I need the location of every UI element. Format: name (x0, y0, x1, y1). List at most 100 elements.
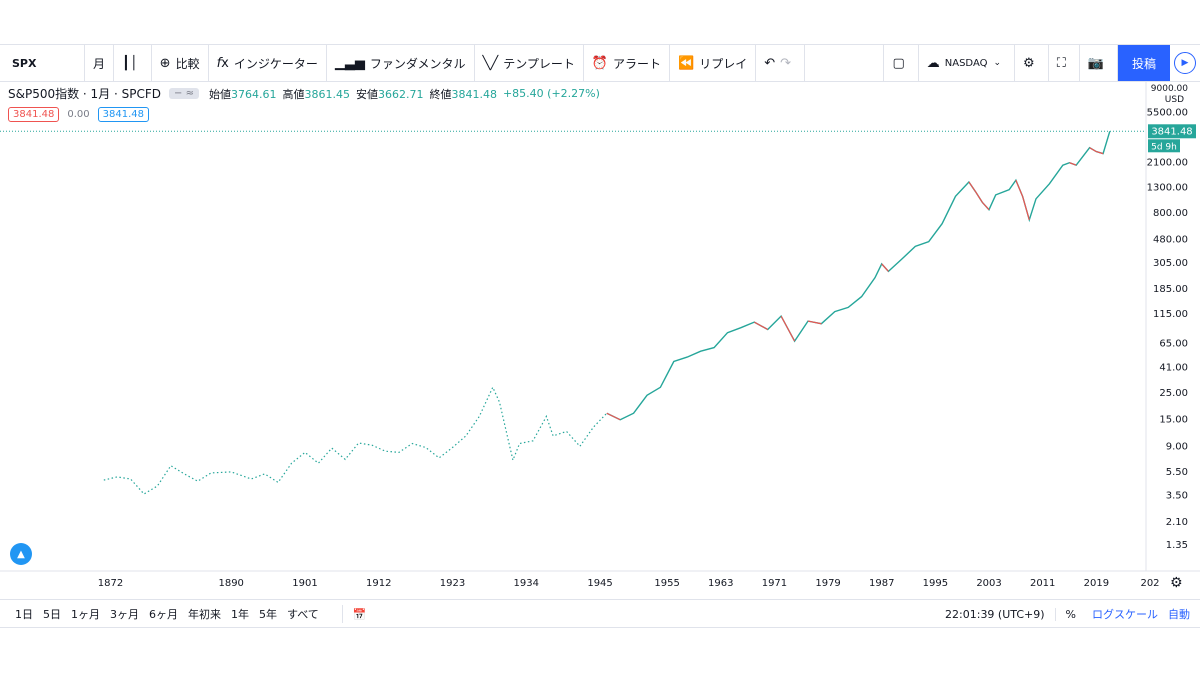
axis-settings-icon[interactable]: ⚙ (1170, 575, 1183, 591)
undo-redo-group: ↶ ↷ (756, 45, 806, 81)
trade-price-boxes: 3841.48 0.00 3841.48 (8, 107, 149, 122)
down-segment (1015, 179, 1024, 197)
alert-button[interactable]: ⏰ アラート (584, 45, 671, 81)
undo-icon[interactable]: ↶ (764, 55, 776, 71)
time-tick-label: 1912 (366, 578, 391, 589)
log-scale-toggle[interactable]: ログスケール (1092, 608, 1158, 621)
time-tick-label: 1995 (923, 578, 948, 589)
candle-icon: ┃│ (122, 55, 138, 71)
time-tick-label: 1872 (98, 578, 123, 589)
down-segment (1096, 151, 1104, 155)
publish-button[interactable]: 投稿 (1117, 45, 1170, 81)
compare-button[interactable]: ⊕ 比較 (152, 45, 209, 81)
price-series (606, 131, 1111, 421)
price-tick-label: 185.00 (1153, 284, 1188, 295)
down-segment (780, 315, 796, 342)
interval-label: 月 (93, 56, 106, 71)
gear-icon: ⚙ (1023, 55, 1035, 71)
symbol-label: SPX (12, 56, 37, 70)
camera-icon: 📷 (1087, 55, 1104, 71)
down-segment (881, 263, 889, 272)
interval-button[interactable]: 月 (85, 45, 115, 81)
range-button[interactable]: 年初来 (188, 608, 221, 621)
range-button[interactable]: 5年 (259, 608, 277, 621)
range-button[interactable]: 3ヶ月 (110, 608, 139, 621)
fundamental-button[interactable]: ▁▃▅ ファンダメンタル (327, 45, 475, 81)
close-label: 終値 (429, 87, 452, 101)
alert-label: アラート (613, 56, 662, 71)
publish-label: 投稿 (1131, 56, 1156, 71)
goto-date-button[interactable]: 📅 (341, 605, 367, 623)
chart-window: SPX 月 ┃│ ⊕ 比較 fx インジケーター ▁▃▅ ファンダメンタル ╲╱ テンプ… (0, 44, 1200, 628)
open-value: 3764.61 (230, 87, 277, 101)
play-button[interactable]: ▶ (1170, 45, 1200, 81)
template-button[interactable]: ╲╱ テンプレート (475, 45, 584, 81)
price-tick-label: 115.00 (1153, 309, 1188, 320)
range-button[interactable]: 1年 (231, 608, 249, 621)
time-tick-label: 2003 (976, 578, 1001, 589)
price-tick-label: 5500.00 (1147, 108, 1188, 119)
fundamental-label: ファンダメンタル (369, 56, 466, 71)
down-segment (981, 201, 990, 211)
layout-button[interactable]: ▢ (884, 45, 919, 81)
last-price-label: 3841.48 (1151, 126, 1192, 137)
toolbar-spacer (805, 45, 885, 81)
time-tick-label: 1923 (440, 578, 465, 589)
play-icon: ▶ (1174, 52, 1196, 74)
time-tick-label: 2019 (1084, 578, 1109, 589)
range-button[interactable]: 5日 (43, 608, 61, 621)
auto-scale-toggle[interactable]: 自動 (1168, 608, 1190, 621)
redo-icon[interactable]: ↷ (780, 55, 792, 71)
time-tick-label: 1971 (762, 578, 787, 589)
price-tick-label: 2.10 (1166, 517, 1188, 528)
sell-price[interactable]: 3841.48 (8, 107, 60, 122)
series-legend: S&P500指数 · 1月 · SPCFD − ≈ 始値3764.61 高値38… (8, 85, 600, 102)
high-value: 3861.45 (304, 87, 350, 101)
price-tick-label: 5.50 (1166, 467, 1188, 478)
price-tick-label: 9.00 (1166, 441, 1188, 452)
low-label: 安値 (355, 87, 378, 101)
down-segment (1069, 162, 1077, 166)
series-name[interactable]: S&P500指数 · 1月 · SPCFD (8, 87, 162, 101)
chart-type-button[interactable]: ┃│ (114, 45, 152, 81)
tradingview-logo-icon[interactable]: ▲ (10, 543, 32, 565)
exchange-selector[interactable]: ☁ NASDAQ ⌄ (919, 45, 1016, 81)
replay-button[interactable]: ⏪ リプレイ (670, 45, 757, 81)
price-tick-label: 800.00 (1153, 208, 1188, 219)
time-tick-label: 1945 (587, 578, 612, 589)
buy-price[interactable]: 3841.48 (97, 107, 149, 122)
currency-label: USD (1165, 95, 1184, 105)
chart-canvas[interactable]: 5500.00 2100.00 1300.00 800.00 480.00 305.00 1… (0, 45, 1200, 599)
percent-toggle[interactable]: % (1065, 607, 1076, 621)
time-tick-label: 2011 (1030, 578, 1055, 589)
template-icon: ╲╱ (482, 55, 499, 71)
countdown-label: 5d 9h (1151, 142, 1177, 152)
high-label: 高値 (282, 87, 305, 101)
down-segment (606, 412, 621, 421)
cloud-icon: ☁ (926, 55, 940, 71)
time-tick-label: 1979 (815, 578, 840, 589)
alarm-clock-icon: ⏰ (591, 55, 609, 71)
range-button[interactable]: 6ヶ月 (149, 608, 178, 621)
snapshot-button[interactable]: 📷 (1080, 45, 1118, 81)
time-tick-label: 1934 (514, 578, 539, 589)
symbol-search[interactable]: SPX (0, 45, 85, 81)
square-icon: ▢ (892, 55, 905, 71)
bottom-toolbar: 1日 5日 1ヶ月 3ヶ月 6ヶ月 年初来 1年 5年 すべて 📅 22:01:39 (UTC+… (0, 599, 1200, 628)
indicator-button[interactable]: fx インジケーター (209, 45, 327, 81)
last-price-tag (1148, 124, 1196, 139)
price-tick-label: 41.00 (1159, 362, 1188, 373)
range-button[interactable]: すべて (287, 608, 319, 621)
price-tick-label: 480.00 (1153, 234, 1188, 245)
legend-toggle[interactable]: − ≈ (169, 88, 199, 99)
settings-button[interactable]: ⚙ (1015, 45, 1049, 81)
price-series-early (103, 385, 608, 495)
clock-readout[interactable]: 22:01:39 (UTC+9) (935, 607, 1056, 621)
close-value: 3841.48 (451, 87, 497, 101)
bar-chart-icon: ▁▃▅ (334, 55, 365, 71)
range-button[interactable]: 1日 (15, 608, 33, 621)
fullscreen-button[interactable]: ⛶ (1049, 45, 1080, 81)
range-button[interactable]: 1ヶ月 (71, 608, 100, 621)
function-icon: fx (216, 55, 229, 71)
price-tick-label: 25.00 (1159, 388, 1188, 399)
